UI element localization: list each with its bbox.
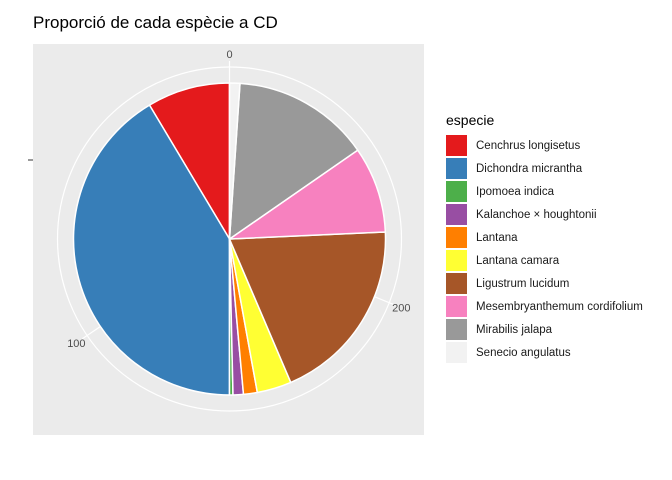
legend-label: Kalanchoe × houghtonii — [476, 208, 597, 221]
legend-item: Cenchrus longisetus — [446, 134, 643, 157]
legend-key — [446, 158, 467, 179]
angle-tick-labels: 0 100 200 — [67, 49, 410, 350]
legend-label: Mirabilis jalapa — [476, 323, 553, 336]
legend-item: Ipomoea indica — [446, 180, 643, 203]
legend-item: Dichondra micrantha — [446, 157, 643, 180]
legend-item: Lantana camara — [446, 249, 643, 272]
angle-tick-label: 200 — [392, 302, 410, 314]
legend-item: Senecio angulatus — [446, 341, 643, 364]
pie-slice — [72, 104, 231, 396]
legend-item: Ligustrum lucidum — [446, 272, 643, 295]
legend-title: especie — [446, 112, 495, 128]
legend-label: Ipomoea indica — [476, 185, 554, 198]
pie-slice — [148, 82, 231, 240]
legend-item: Lantana — [446, 226, 643, 249]
pie-slices — [72, 82, 387, 396]
legend-label: Mesembryanthemum cordifolium — [476, 300, 643, 313]
legend-key — [446, 181, 467, 202]
legend-label: Dichondra micrantha — [476, 162, 583, 175]
legend-items: Cenchrus longisetus Dichondra micrantha Ip… — [446, 134, 643, 364]
legend-key — [446, 296, 467, 317]
chart-title: Proporció de cada espècie a CD — [33, 13, 278, 32]
legend-label: Cenchrus longisetus — [476, 139, 581, 152]
pie-slice — [228, 231, 387, 384]
pie-slice — [228, 149, 387, 240]
pie-slice — [228, 82, 359, 240]
legend-label: Senecio angulatus — [476, 346, 571, 359]
legend-item: Kalanchoe × houghtonii — [446, 203, 643, 226]
angle-tick-label: 100 — [67, 338, 85, 350]
legend-item: Mesembryanthemum cordifolium — [446, 295, 643, 318]
angle-grid-line — [374, 296, 396, 306]
legend-key — [446, 342, 467, 363]
legend-key — [446, 204, 467, 225]
legend-item: Mirabilis jalapa — [446, 318, 643, 341]
legend-key — [446, 227, 467, 248]
angle-tick-label: 0 — [226, 49, 232, 61]
angle-grid-line — [81, 326, 101, 340]
pie-slice — [228, 82, 241, 240]
legend-label: Ligustrum lucidum — [476, 277, 570, 290]
angle-grid — [56, 61, 403, 412]
legend-key — [446, 319, 467, 340]
legend-label: Lantana camara — [476, 254, 560, 267]
legend: especie Cenchrus longisetus Dichondra mic… — [446, 112, 643, 364]
legend-key — [446, 250, 467, 271]
legend-key — [446, 273, 467, 294]
legend-key — [446, 135, 467, 156]
legend-label: Lantana — [476, 231, 518, 244]
